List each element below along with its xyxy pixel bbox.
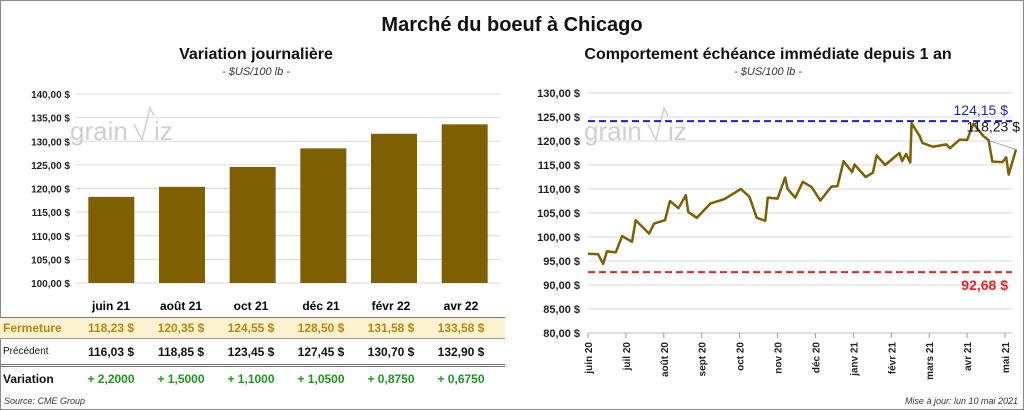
previous-value: 127,45 $: [297, 344, 345, 359]
y-tick-label: 100,00 $: [31, 279, 70, 290]
y-tick-label: 90,00 $: [543, 280, 580, 292]
price-line: [587, 121, 1018, 266]
y-tick-label: 80,00 $: [543, 328, 580, 340]
last-label-leader: [989, 140, 1017, 150]
change-row: Variation + 2,2000 + 1,5000 + 1,1000 + 1…: [0, 369, 505, 389]
last-value-label: 118,23 $: [967, 118, 1021, 134]
close-value: 133,58 $: [437, 321, 485, 335]
bar: [159, 186, 205, 283]
y-tick-label: 130,00 $: [31, 137, 70, 148]
y-tick-label: 110,00 $: [32, 232, 71, 243]
watermark-check-icon: [647, 105, 669, 143]
high-label: 124,15 $: [954, 102, 1009, 118]
close-row: Fermeture 118,23 $ 120,35 $ 124,55 $ 128…: [0, 317, 505, 339]
x-tick-label: févr 21: [887, 342, 898, 375]
y-tick-label: 110,00 $: [538, 184, 580, 196]
change-value: + 1,1000: [227, 372, 275, 386]
update-note: Mise à jour: lun 10 mai 2021: [904, 396, 1018, 406]
close-value: 131,58 $: [367, 321, 415, 335]
y-tick-label: 105,00 $: [31, 255, 70, 266]
source-note: Source: CME Group: [4, 396, 86, 406]
y-tick-label: 140,00 $: [31, 90, 70, 101]
close-value: 128,50 $: [297, 321, 345, 335]
y-tick-label: 135,00 $: [31, 114, 70, 125]
close-value: 120,35 $: [157, 321, 205, 335]
low-label: 92,68 $: [961, 277, 1008, 293]
x-tick-label: oct 20: [736, 342, 747, 371]
change-value: + 0,8750: [367, 372, 415, 386]
x-tick-label: juin 20: [584, 342, 595, 375]
x-tick-label: mai 21: [1001, 342, 1012, 374]
watermark-logo: grain: [70, 116, 128, 146]
y-tick-label: 125,00 $: [31, 161, 70, 172]
bar: [88, 196, 135, 283]
close-value: 124,55 $: [227, 321, 275, 335]
close-value: 118,23 $: [87, 321, 135, 335]
x-tick-label: mars 21: [925, 342, 936, 380]
change-label: Variation: [3, 372, 54, 386]
x-tick-label: sept 20: [698, 342, 709, 377]
y-tick-label: 120,00 $: [31, 185, 70, 196]
y-tick-label: 120,00 $: [537, 136, 580, 148]
bar: [229, 167, 276, 283]
month-header: juin 21: [91, 299, 130, 313]
line-chart-title: Comportement échéance immédiate depuis 1…: [584, 46, 952, 63]
bar: [441, 124, 488, 283]
bar: [300, 148, 347, 283]
bar-chart-unit: - $US/100 lb -: [222, 66, 290, 78]
month-header: oct 21: [233, 299, 269, 313]
y-tick-label: 130,00 $: [537, 88, 580, 100]
change-value: + 1,0500: [297, 372, 345, 386]
watermark-check-icon: [133, 105, 155, 143]
y-tick-label: 115,00 $: [32, 208, 71, 219]
line-chart-unit: - $US/100 lb -: [734, 66, 802, 78]
y-tick-label: 100,00 $: [537, 232, 580, 244]
previous-row: Précédent 116,03 $ 118,85 $ 123,45 $ 127…: [0, 339, 505, 367]
change-value: + 2,2000: [87, 372, 135, 386]
table-header-row: juin 21 août 21 oct 21 déc 21 févr 22 av…: [0, 296, 505, 316]
change-value: + 0,6750: [437, 372, 485, 386]
month-header: avr 22: [443, 299, 479, 313]
y-tick-label: 105,00 $: [537, 208, 580, 220]
month-header: févr 22: [371, 299, 411, 313]
y-tick-label: 115,00 $: [538, 160, 580, 172]
month-header: déc 21: [302, 299, 340, 313]
x-tick-label: juil 20: [622, 342, 633, 372]
previous-value: 116,03 $: [87, 344, 135, 359]
watermark-logo: iz: [668, 116, 687, 146]
close-label: Fermeture: [3, 321, 62, 335]
previous-value: 130,70 $: [367, 344, 415, 359]
previous-value: 118,85 $: [157, 344, 205, 359]
previous-value: 132,90 $: [437, 344, 485, 359]
page-title: Marché du boeuf à Chicago: [381, 14, 643, 36]
previous-value: 123,45 $: [227, 344, 275, 359]
watermark-logo: iz: [154, 116, 173, 146]
x-tick-label: janv 21: [849, 342, 860, 377]
x-tick-label: nov 20: [774, 342, 785, 374]
previous-label: Précédent: [3, 346, 49, 357]
x-tick-label: déc 20: [811, 342, 822, 374]
y-tick-label: 95,00 $: [543, 256, 580, 268]
x-tick-label: avr 21: [963, 342, 974, 371]
month-header: août 21: [159, 299, 202, 313]
bar-chart-title: Variation journalière: [179, 46, 333, 63]
change-value: + 1,5000: [157, 372, 205, 386]
bar: [371, 133, 417, 283]
y-tick-label: 125,00 $: [537, 112, 580, 124]
y-tick-label: 85,00 $: [543, 304, 580, 316]
x-tick-label: août 20: [660, 342, 671, 377]
